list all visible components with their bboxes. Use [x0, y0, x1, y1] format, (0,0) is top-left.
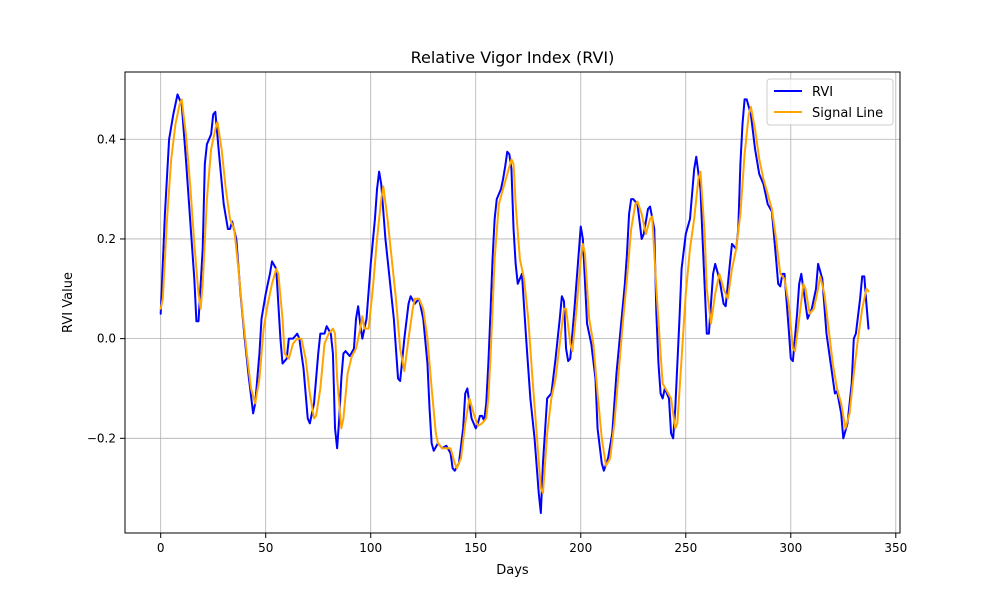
x-tick-label: 350	[884, 541, 907, 555]
y-axis-label: RVI Value	[61, 272, 76, 333]
plot-frame	[124, 71, 901, 534]
x-tick-label: 100	[359, 541, 382, 555]
chart-title: Relative Vigor Index (RVI)	[411, 48, 615, 67]
x-tick-label: 0	[157, 541, 165, 555]
legend-label-signal-line: Signal Line	[812, 106, 883, 121]
x-tick-label: 150	[464, 541, 487, 555]
y-tick-label: 0.2	[97, 232, 116, 246]
series-line-rvi	[159, 93, 870, 515]
y-tick-label: −0.2	[87, 431, 116, 445]
legend-label-rvi: RVI	[812, 85, 833, 100]
y-tick-label: 0.0	[97, 332, 116, 346]
y-axis: −0.2 0.0 0.2 0.4	[87, 132, 125, 445]
x-tick-label: 200	[569, 541, 592, 555]
y-tick-label: 0.4	[97, 132, 116, 146]
x-axis-label: Days	[496, 563, 529, 578]
x-tick-label: 50	[258, 541, 273, 555]
series-line-signal-line	[159, 98, 870, 495]
x-tick-label: 250	[674, 541, 697, 555]
x-axis: 0 50 100 150 200 250 300 350	[157, 533, 907, 555]
x-tick-label: 300	[779, 541, 802, 555]
legend: RVI Signal Line	[766, 78, 894, 126]
series-layer	[159, 93, 870, 515]
